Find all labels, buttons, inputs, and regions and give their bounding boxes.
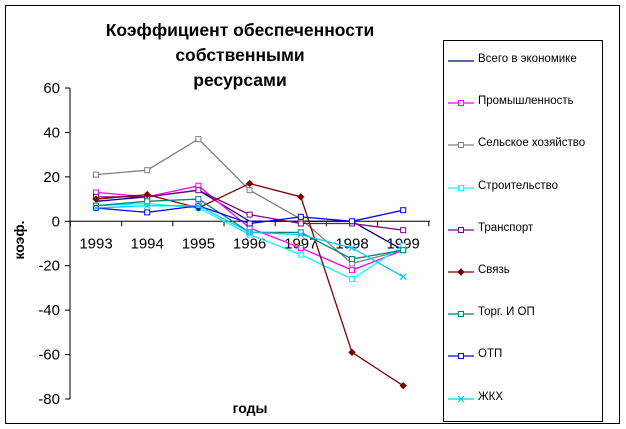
data-point <box>348 348 356 357</box>
legend-label: Всего в экономике <box>478 53 577 65</box>
data-point <box>144 167 151 174</box>
data-point <box>245 179 254 188</box>
legend-item: ОТП <box>444 346 604 366</box>
data-point <box>144 209 151 216</box>
data-point <box>349 256 355 263</box>
legend-marker <box>457 395 465 403</box>
legend-marker <box>458 142 464 149</box>
series-9 <box>92 202 407 281</box>
legend-item: Транспорт <box>444 220 604 240</box>
x-tick-label: 1995 <box>182 235 215 252</box>
x-axis-title: годы <box>233 400 268 416</box>
chart-title: Коэффициент обеспеченности собственными … <box>50 18 430 93</box>
data-point <box>92 204 100 212</box>
y-axis-title: коэф. <box>11 220 27 259</box>
legend-item: Всего в экономике <box>444 51 604 71</box>
data-point <box>399 273 407 281</box>
legend: Всего в экономике Промышленность Сельское … <box>443 40 603 422</box>
legend-label: ЖКХ <box>478 390 503 403</box>
legend-label: Торг. И ОП <box>478 306 535 319</box>
series-8 <box>93 202 407 227</box>
data-point <box>93 171 99 178</box>
data-point <box>349 218 355 225</box>
legend-label: Промышленность <box>478 95 574 108</box>
legend-swatch <box>448 226 474 233</box>
legend-item: Торг. И ОП <box>444 304 604 324</box>
y-tick-label: 60 <box>43 80 60 97</box>
x-tick-label: 1994 <box>131 235 164 252</box>
legend-marker <box>458 311 464 318</box>
data-point <box>195 196 202 203</box>
axes: 60 40 20 0 -20 -40 -60 -80 1993 1994 1995 1996 1997 1… <box>11 80 430 416</box>
legend-swatch <box>448 268 474 276</box>
data-point <box>143 202 151 210</box>
y-tick-label: -20 <box>38 258 60 275</box>
legend-swatch <box>448 184 474 191</box>
data-point <box>297 193 305 201</box>
series-lines <box>92 136 407 390</box>
chart-title-line-2: ресурсами <box>193 70 287 90</box>
legend-label: Сельское хозяйство <box>478 137 586 150</box>
chart-frame <box>5 5 620 424</box>
legend-item: Связь <box>444 262 604 282</box>
data-point <box>195 187 202 194</box>
data-point <box>297 213 304 220</box>
y-tick-label: 40 <box>43 124 60 141</box>
data-point <box>349 267 355 274</box>
data-point <box>143 190 151 199</box>
x-tick-label: 1998 <box>335 235 368 252</box>
legend-label: ОТП <box>478 348 503 361</box>
x-tick-label: 1997 <box>284 235 317 252</box>
data-point <box>399 381 407 390</box>
data-point <box>297 244 304 251</box>
legend-swatch <box>448 60 474 62</box>
legend-marker <box>458 353 464 360</box>
data-point <box>246 211 253 218</box>
data-point <box>246 228 254 236</box>
legend-marker <box>457 268 465 276</box>
data-point <box>400 247 407 254</box>
data-point <box>348 244 356 252</box>
legend-label: Транспорт <box>478 221 534 234</box>
legend-item: Строительство <box>444 178 604 198</box>
y-tick-label: -40 <box>38 302 60 319</box>
legend-swatch <box>448 311 474 318</box>
data-point <box>400 207 407 214</box>
legend-marker <box>458 184 464 191</box>
data-point <box>194 202 202 210</box>
data-point <box>144 198 151 205</box>
data-point <box>297 251 304 258</box>
y-tick-label: -80 <box>38 391 60 408</box>
data-point <box>297 231 305 239</box>
legend-label: Строительство <box>478 179 559 192</box>
data-point <box>400 227 407 234</box>
legend-item: Промышленность <box>444 93 604 113</box>
legend-swatch <box>448 100 474 107</box>
legend-label: Связь <box>478 264 510 276</box>
legend-swatch <box>448 395 474 403</box>
y-tick-label: 20 <box>43 169 60 186</box>
y-tick-label: -60 <box>38 347 60 364</box>
x-tick-label: 1993 <box>79 235 112 252</box>
legend-swatch <box>448 142 474 149</box>
data-point <box>92 195 100 203</box>
data-point <box>246 220 253 227</box>
legend-item: ЖКХ <box>444 389 604 409</box>
chart-title-line-1: Коэффициент обеспеченности собственными <box>105 20 375 65</box>
data-point <box>297 220 304 227</box>
x-tick-label: 1996 <box>233 235 266 252</box>
data-point <box>195 136 202 143</box>
legend-marker <box>458 226 464 233</box>
legend-marker <box>458 100 464 107</box>
data-point <box>246 187 253 194</box>
legend-item: Сельское хозяйство <box>444 135 604 155</box>
data-point <box>349 276 355 283</box>
legend-swatch <box>448 353 474 360</box>
y-tick-label: 0 <box>52 213 60 230</box>
